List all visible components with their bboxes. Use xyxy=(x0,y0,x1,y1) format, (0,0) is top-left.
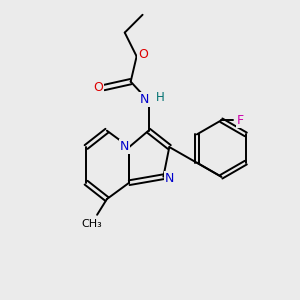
Text: N: N xyxy=(120,140,129,153)
Text: O: O xyxy=(138,48,148,62)
Text: F: F xyxy=(237,114,244,127)
Text: N: N xyxy=(165,172,175,185)
Text: CH₃: CH₃ xyxy=(82,219,102,229)
Text: O: O xyxy=(93,81,103,94)
Text: N: N xyxy=(140,93,149,106)
Text: H: H xyxy=(156,92,165,104)
